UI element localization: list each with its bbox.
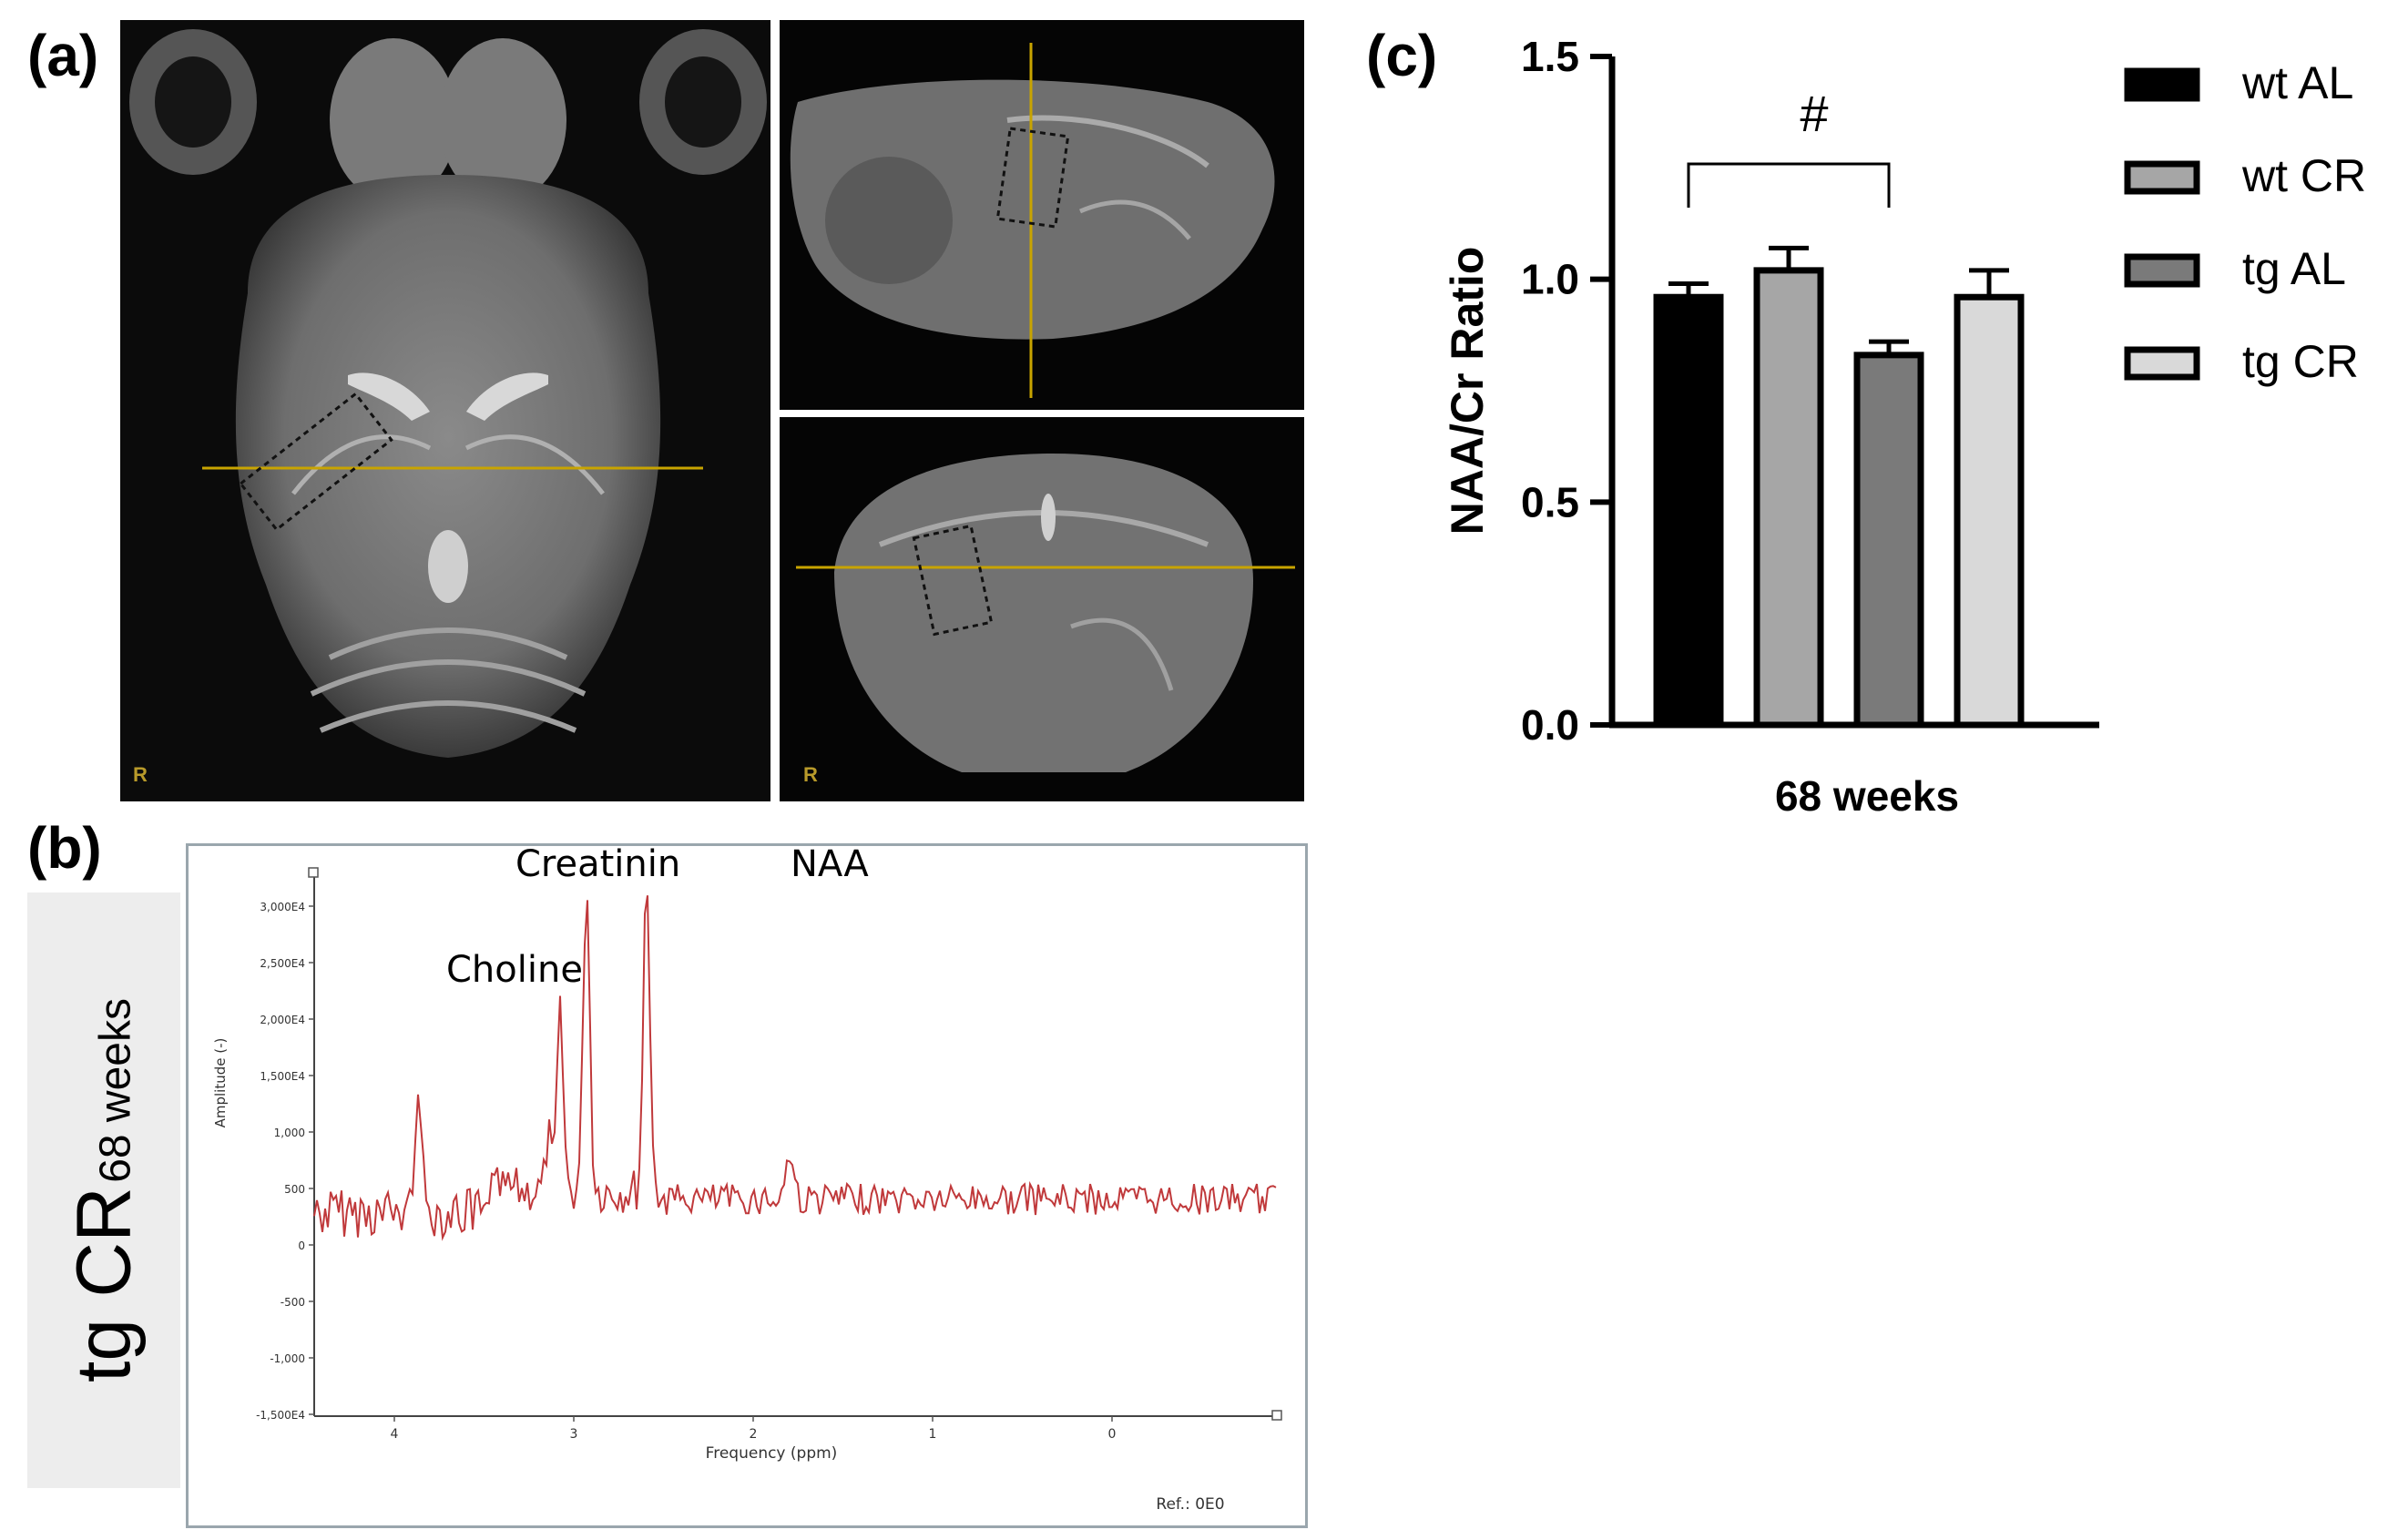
legend-swatch — [2124, 67, 2200, 102]
bar-tg-cr — [1954, 293, 2025, 729]
spectrum-x-label: Frequency (ppm) — [706, 1444, 838, 1463]
bar-wt-cr — [1753, 267, 1824, 729]
sample-label: tg CR 68 weeks — [27, 892, 180, 1488]
corner-handle — [1271, 1410, 1282, 1421]
y-tick-label: 0.5 — [1521, 478, 1579, 525]
panel-label-c: (c) — [1366, 23, 1438, 88]
spectrum-y-tick-label: -1,500E4 — [256, 1409, 305, 1422]
y-axis-label: NAA/Cr Ratio — [1442, 247, 1493, 535]
bar-tg-al — [1853, 352, 1924, 729]
x-axis-label: 68 weeks — [1775, 772, 1959, 820]
spectrum-plot: 3,000E4 2,500E4 2,000E4 1,500E4 1,000 500 0 -50… — [212, 867, 1282, 1514]
spectrum-y-tick-label: 1,500E4 — [260, 1070, 305, 1083]
peak-label-creatinin: Creatinin — [515, 843, 681, 885]
legend-swatch — [2124, 253, 2200, 288]
panel-label-b: (b) — [27, 815, 102, 881]
spectrum-x-tick-label: 1 — [929, 1427, 937, 1442]
orientation-marker-coronal: R — [803, 763, 818, 786]
spectrum-x-tick-label: 2 — [750, 1427, 758, 1442]
orientation-marker: R — [133, 763, 148, 786]
y-tick-label: 1.5 — [1521, 33, 1579, 80]
peak-label-choline: Choline — [446, 949, 583, 991]
spectrum-y-tick-label: -1,000 — [270, 1352, 305, 1365]
sample-group-label: tg CR — [60, 1187, 147, 1382]
spectrum-y-tick-label: 500 — [284, 1183, 305, 1196]
mri-axial-image: R — [120, 20, 770, 801]
y-tick-label: 0.0 — [1521, 701, 1579, 749]
legend-swatch — [2124, 160, 2200, 195]
legend-label: tg AL — [2242, 243, 2346, 294]
spectrum-y-tick-label: 2,500E4 — [260, 957, 305, 970]
spectrum-y-tick-label: 3,000E4 — [260, 901, 305, 913]
spectrum-y-tick-label: 0 — [298, 1239, 305, 1252]
spectrum-y-label: Amplitude (-) — [212, 1038, 229, 1128]
spectrum-x-tick-label: 3 — [570, 1427, 578, 1442]
spectrum-y-tick-label: -500 — [281, 1296, 305, 1309]
spectrum-y-tick-label: 2,000E4 — [260, 1014, 305, 1026]
legend-label: wt CR — [2241, 150, 2366, 201]
panel-label-a: (a) — [27, 23, 99, 88]
peak-label-naa: NAA — [791, 843, 869, 885]
mri-sagittal-image — [780, 20, 1304, 410]
corner-handle — [308, 867, 319, 878]
legend-label: tg CR — [2242, 336, 2359, 387]
spectrum-trace — [313, 895, 1277, 1241]
naa-cr-bar-chart: 0.0 0.5 1.0 1.5 NAA/Cr Ratio 68 weeks # wt AL wt… — [1442, 33, 2366, 820]
sample-age-label: 68 weeks — [91, 998, 140, 1183]
spectrum-x-tick-label: 0 — [1108, 1427, 1117, 1442]
legend-swatch — [2124, 346, 2200, 381]
y-tick-label: 1.0 — [1521, 256, 1579, 303]
significance-bracket — [1687, 162, 1891, 208]
mri-coronal-image: R — [780, 417, 1304, 801]
sample-label-background — [27, 892, 180, 1488]
spectrum-x-tick-label: 4 — [391, 1427, 399, 1442]
spectrum-panel: 3,000E4 2,500E4 2,000E4 1,500E4 1,000 500 0 -50… — [186, 843, 1308, 1528]
legend-label: wt AL — [2241, 57, 2353, 108]
bar-wt-al — [1653, 293, 1724, 729]
spectrum-y-tick-label: 1,000 — [274, 1127, 305, 1139]
spectrum-ref-text: Ref.: 0E0 — [1156, 1495, 1224, 1514]
significance-symbol: # — [1800, 85, 1828, 142]
